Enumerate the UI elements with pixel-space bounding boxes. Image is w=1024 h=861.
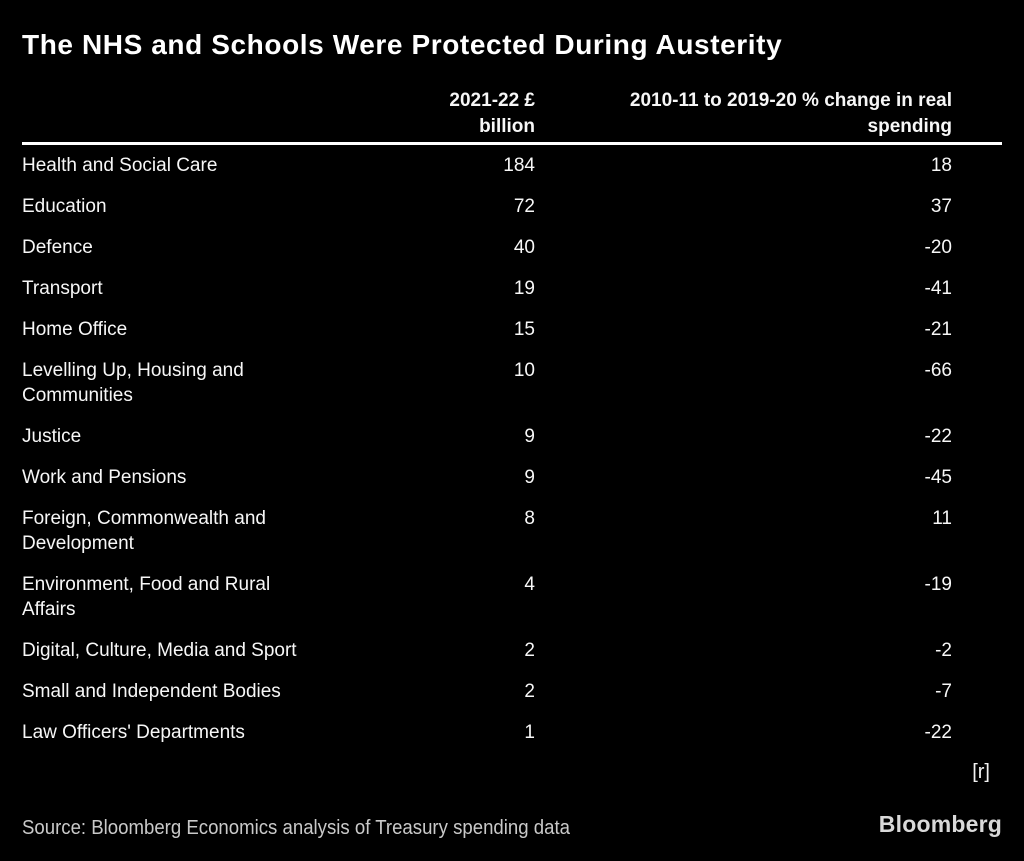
bloomberg-logo: Bloomberg xyxy=(878,811,1002,837)
table-row: Health and Social Care 184 18 xyxy=(22,145,1002,186)
row-label: Law Officers' Departments xyxy=(22,722,245,743)
row-label: Foreign, Commonwealth and Development xyxy=(22,508,266,554)
table-row: Environment, Food and Rural Affairs 4 -1… xyxy=(22,564,1002,630)
value-change: 37 xyxy=(930,196,952,217)
value-billion: 15 xyxy=(513,319,535,340)
value-change: -45 xyxy=(924,467,952,488)
value-billion: 40 xyxy=(513,237,535,258)
value-billion: 2 xyxy=(524,640,535,661)
value-change: -41 xyxy=(924,278,952,299)
value-change: -2 xyxy=(935,640,952,661)
table-header-row: 2021-22 £ billion 2010-11 to 2019-20 % c… xyxy=(22,88,1002,140)
value-billion: 10 xyxy=(513,360,535,381)
value-billion: 9 xyxy=(524,426,535,447)
value-billion: 72 xyxy=(513,196,535,217)
row-label: Small and Independent Bodies xyxy=(22,681,281,702)
row-label: Digital, Culture, Media and Sport xyxy=(22,640,297,661)
value-billion: 9 xyxy=(524,467,535,488)
table-row: Levelling Up, Housing and Communities 10… xyxy=(22,350,1002,416)
table-row: Defence 40 -20 xyxy=(22,227,1002,268)
value-billion: 19 xyxy=(513,278,535,299)
value-billion: 8 xyxy=(524,508,535,529)
row-label: Home Office xyxy=(22,319,128,340)
table-row: Digital, Culture, Media and Sport 2 -2 xyxy=(22,630,1002,671)
chart-title: The NHS and Schools Were Protected Durin… xyxy=(22,29,783,60)
col-header-department xyxy=(22,88,402,140)
chart-footer: Source: Bloomberg Economics analysis of … xyxy=(22,811,1002,840)
value-change: -22 xyxy=(924,426,952,447)
value-change: -20 xyxy=(924,237,952,258)
value-change: -7 xyxy=(935,681,952,702)
col-header-billion: 2021-22 £ billion xyxy=(449,90,535,137)
row-label: Justice xyxy=(22,426,82,447)
table-body: Health and Social Care 184 18 Education … xyxy=(22,145,1002,753)
row-label: Environment, Food and Rural Affairs xyxy=(22,574,271,620)
value-change: -21 xyxy=(924,319,952,340)
table-row: Justice 9 -22 xyxy=(22,416,1002,457)
col-header-change: 2010-11 to 2019-20 % change in real spen… xyxy=(629,90,952,137)
value-billion: 4 xyxy=(524,574,535,595)
row-label: Transport xyxy=(22,278,103,299)
row-label: Work and Pensions xyxy=(22,467,187,488)
table-row: Work and Pensions 9 -45 xyxy=(22,457,1002,498)
value-billion: 1 xyxy=(524,722,535,743)
value-billion: 2 xyxy=(524,681,535,702)
value-change: 18 xyxy=(930,155,952,176)
table-row: Law Officers' Departments 1 -22 xyxy=(22,712,1002,753)
value-change: -22 xyxy=(924,722,952,743)
revision-note: [r] xyxy=(972,761,990,783)
value-change: -66 xyxy=(924,360,952,381)
table-row: Small and Independent Bodies 2 -7 xyxy=(22,671,1002,712)
table-row: Foreign, Commonwealth and Development 8 … xyxy=(22,498,1002,564)
table-row: Education 72 37 xyxy=(22,186,1002,227)
value-change: -19 xyxy=(924,574,952,595)
row-label: Health and Social Care xyxy=(22,155,218,176)
value-change: 11 xyxy=(932,508,952,529)
row-label: Levelling Up, Housing and Communities xyxy=(22,360,244,406)
header-rule xyxy=(22,142,1002,145)
table-row: Home Office 15 -21 xyxy=(22,309,1002,350)
source-note: Source: Bloomberg Economics analysis of … xyxy=(22,817,570,839)
value-billion: 184 xyxy=(503,155,535,176)
table-row: Transport 19 -41 xyxy=(22,268,1002,309)
row-label: Education xyxy=(22,196,107,217)
row-label: Defence xyxy=(22,237,93,258)
